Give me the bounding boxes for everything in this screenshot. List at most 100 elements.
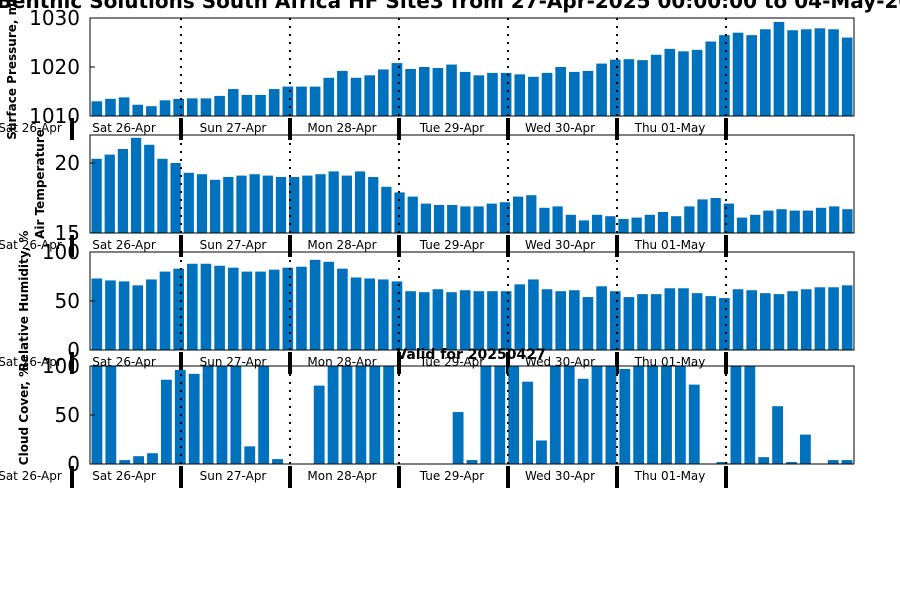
bar <box>526 195 537 233</box>
bar <box>486 203 497 233</box>
bar <box>313 385 325 464</box>
bar <box>473 75 485 116</box>
bar <box>241 94 253 116</box>
bar <box>841 460 853 464</box>
bar <box>514 284 526 350</box>
bar <box>619 368 631 464</box>
bar <box>841 37 853 116</box>
bar <box>528 76 539 116</box>
bar <box>541 72 553 116</box>
bar <box>828 29 839 116</box>
bar <box>528 279 539 350</box>
bar <box>697 199 708 233</box>
bar <box>459 71 471 116</box>
bar <box>105 280 116 350</box>
bar <box>841 285 853 350</box>
bar <box>552 206 563 233</box>
bar <box>800 29 812 116</box>
bar <box>499 202 511 233</box>
bar <box>210 179 221 233</box>
bar <box>91 366 103 464</box>
bar <box>350 77 362 116</box>
air-temperature-panel: 15 20 Sat 26-Apr Sat 26-Apr Sun 27-Apr Mon 28… <box>0 129 855 257</box>
bar <box>678 51 689 116</box>
bar <box>118 281 130 350</box>
bar <box>522 381 533 464</box>
bar <box>549 366 561 464</box>
x-tick-label: Mon 28-Apr <box>307 469 376 483</box>
bar <box>684 206 695 233</box>
bar <box>815 207 827 233</box>
bar <box>381 186 392 233</box>
bar <box>170 163 181 233</box>
bar <box>772 406 784 464</box>
bar <box>405 291 416 350</box>
bar <box>459 290 471 350</box>
bar <box>637 60 648 116</box>
bar <box>650 54 662 116</box>
bar <box>719 298 730 350</box>
axes-frame <box>89 134 855 234</box>
bar <box>354 171 366 233</box>
bar <box>268 269 280 350</box>
y-tick-label: 1020 <box>29 55 80 79</box>
bar <box>91 278 103 350</box>
bar <box>105 366 117 464</box>
y-tick-label: 50 <box>55 289 80 313</box>
bar <box>760 293 771 350</box>
bar <box>591 366 603 464</box>
bar <box>364 75 375 116</box>
bar <box>133 456 145 464</box>
x-tick-label: Sat 26-Apr <box>0 238 62 252</box>
y-tick-label: 100 <box>42 354 80 378</box>
bar <box>827 460 839 464</box>
bar <box>644 214 655 233</box>
bar <box>420 203 432 233</box>
bar <box>249 174 260 233</box>
x-tick-label: Mon 28-Apr <box>307 238 376 252</box>
bar <box>91 158 102 233</box>
bar <box>800 289 812 350</box>
bar <box>609 59 621 116</box>
bar <box>814 28 826 116</box>
bar <box>555 291 566 350</box>
bar <box>577 378 589 464</box>
bar <box>539 207 550 233</box>
x-tick-label: Mon 28-Apr <box>307 121 376 135</box>
bar <box>691 293 703 350</box>
valid-date-label: Valid for 20250427 <box>396 347 545 363</box>
bar <box>174 369 186 464</box>
bar <box>296 86 307 116</box>
bar <box>446 292 457 350</box>
bar <box>582 70 594 116</box>
bar <box>736 217 748 233</box>
bar <box>487 291 498 350</box>
bar <box>341 175 352 233</box>
y-tick-label: 1030 <box>29 6 80 30</box>
bar <box>214 95 225 116</box>
bar <box>132 104 144 116</box>
bar <box>716 462 728 464</box>
bar <box>799 434 811 464</box>
bar <box>323 77 335 116</box>
bar <box>183 172 194 233</box>
bar <box>719 35 730 116</box>
bar <box>432 289 444 350</box>
bar <box>173 268 184 350</box>
bar <box>705 296 717 350</box>
y-tick-label: 100 <box>42 240 80 264</box>
y-tick-label: 15 <box>55 221 80 245</box>
y-axis-label-air-temperature: Air Temperature <box>33 129 47 239</box>
bar <box>688 384 700 464</box>
bar <box>605 366 617 464</box>
bar <box>647 366 658 464</box>
x-tick-label: Tue 29-Apr <box>419 469 484 483</box>
bar <box>91 101 103 116</box>
bar <box>147 453 158 464</box>
bar <box>664 288 676 350</box>
bar <box>227 89 239 116</box>
